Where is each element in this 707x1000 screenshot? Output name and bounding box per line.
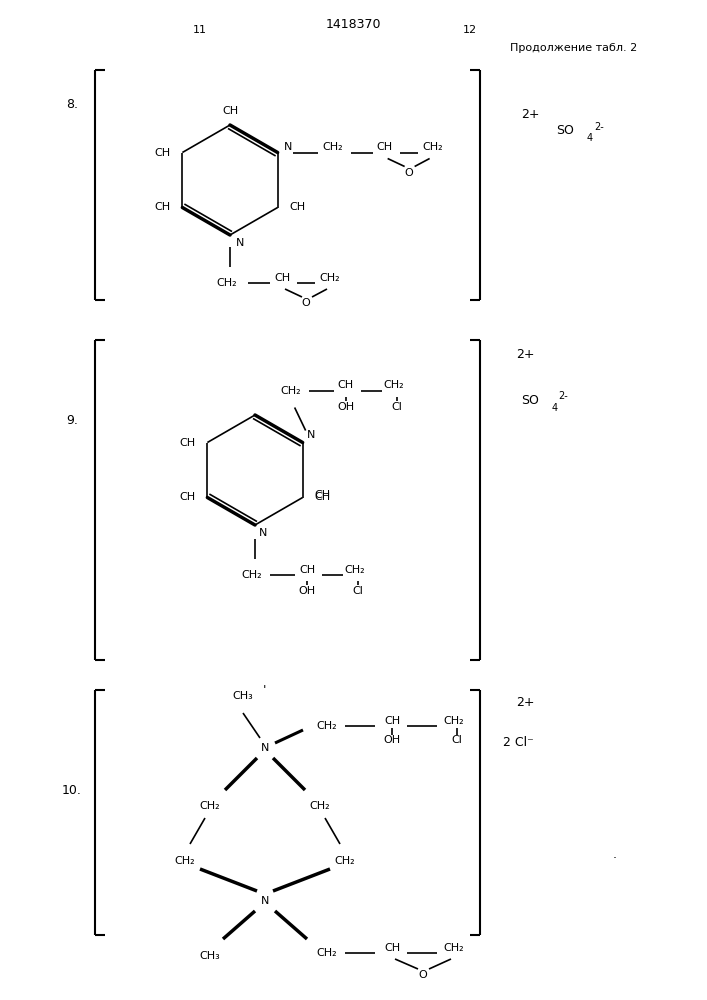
Text: CH: CH — [222, 106, 238, 116]
Text: CH₂: CH₂ — [317, 721, 337, 731]
Text: SO: SO — [556, 123, 574, 136]
Text: 2-: 2- — [558, 391, 568, 401]
Text: CH₂: CH₂ — [216, 278, 238, 288]
Text: 2 Cl⁻: 2 Cl⁻ — [503, 736, 533, 748]
Text: CH₂: CH₂ — [199, 801, 221, 811]
Text: CH: CH — [180, 438, 195, 448]
Text: CH: CH — [315, 492, 331, 502]
Text: Cl: Cl — [452, 735, 462, 745]
Text: CH₂: CH₂ — [320, 273, 340, 283]
Text: CH₂: CH₂ — [383, 380, 404, 390]
Text: CH₂: CH₂ — [334, 856, 356, 866]
Text: 4: 4 — [587, 133, 593, 143]
Text: N: N — [261, 896, 269, 906]
Text: CH: CH — [384, 716, 400, 726]
Text: CH: CH — [180, 492, 195, 502]
Text: ': ' — [263, 684, 267, 698]
Text: CH: CH — [384, 943, 400, 953]
Text: OH: OH — [298, 586, 315, 596]
Text: CH₂: CH₂ — [175, 856, 195, 866]
Text: CH₃: CH₃ — [233, 691, 253, 701]
Text: N: N — [261, 743, 269, 753]
Text: CH: CH — [377, 141, 392, 151]
Text: CH: CH — [274, 273, 290, 283]
Text: Продолжение табл. 2: Продолжение табл. 2 — [510, 43, 637, 53]
Text: 2+: 2+ — [521, 108, 539, 121]
Text: CH₂: CH₂ — [444, 716, 464, 726]
Text: N: N — [306, 430, 315, 440]
Text: 1418370: 1418370 — [325, 18, 381, 31]
Text: CH: CH — [299, 565, 315, 575]
Text: .: . — [613, 848, 617, 861]
Text: 2-: 2- — [594, 122, 604, 132]
Text: 4: 4 — [552, 403, 558, 413]
Text: 11: 11 — [193, 25, 207, 35]
Text: CH: CH — [337, 380, 354, 390]
Text: N: N — [259, 528, 267, 538]
Text: CH₂: CH₂ — [317, 948, 337, 958]
Text: OH: OH — [337, 401, 354, 412]
Text: N: N — [236, 238, 244, 248]
Text: CH₂: CH₂ — [242, 570, 262, 580]
Text: CH: CH — [154, 202, 170, 213]
Text: O: O — [419, 970, 427, 980]
Text: CH₂: CH₂ — [444, 943, 464, 953]
Text: 2+: 2+ — [515, 349, 534, 361]
Text: 9.: 9. — [66, 414, 78, 426]
Text: CH₂: CH₂ — [280, 385, 301, 395]
Text: 2+: 2+ — [515, 696, 534, 708]
Text: OH: OH — [383, 735, 401, 745]
Text: CH: CH — [290, 202, 305, 213]
Text: CH: CH — [315, 490, 331, 500]
Text: SO: SO — [521, 393, 539, 406]
Text: O: O — [404, 167, 413, 178]
Text: CH₃: CH₃ — [199, 951, 221, 961]
Text: 12: 12 — [463, 25, 477, 35]
Text: CH₂: CH₂ — [422, 141, 443, 151]
Text: Cl: Cl — [391, 401, 402, 412]
Text: CH₂: CH₂ — [322, 141, 343, 151]
Text: O: O — [302, 298, 310, 308]
Text: Cl: Cl — [353, 586, 363, 596]
Text: CH: CH — [154, 147, 170, 157]
Text: CH₂: CH₂ — [345, 565, 366, 575]
Text: N: N — [284, 141, 292, 151]
Text: CH₂: CH₂ — [310, 801, 330, 811]
Text: 8.: 8. — [66, 99, 78, 111]
Text: 10.: 10. — [62, 784, 82, 796]
